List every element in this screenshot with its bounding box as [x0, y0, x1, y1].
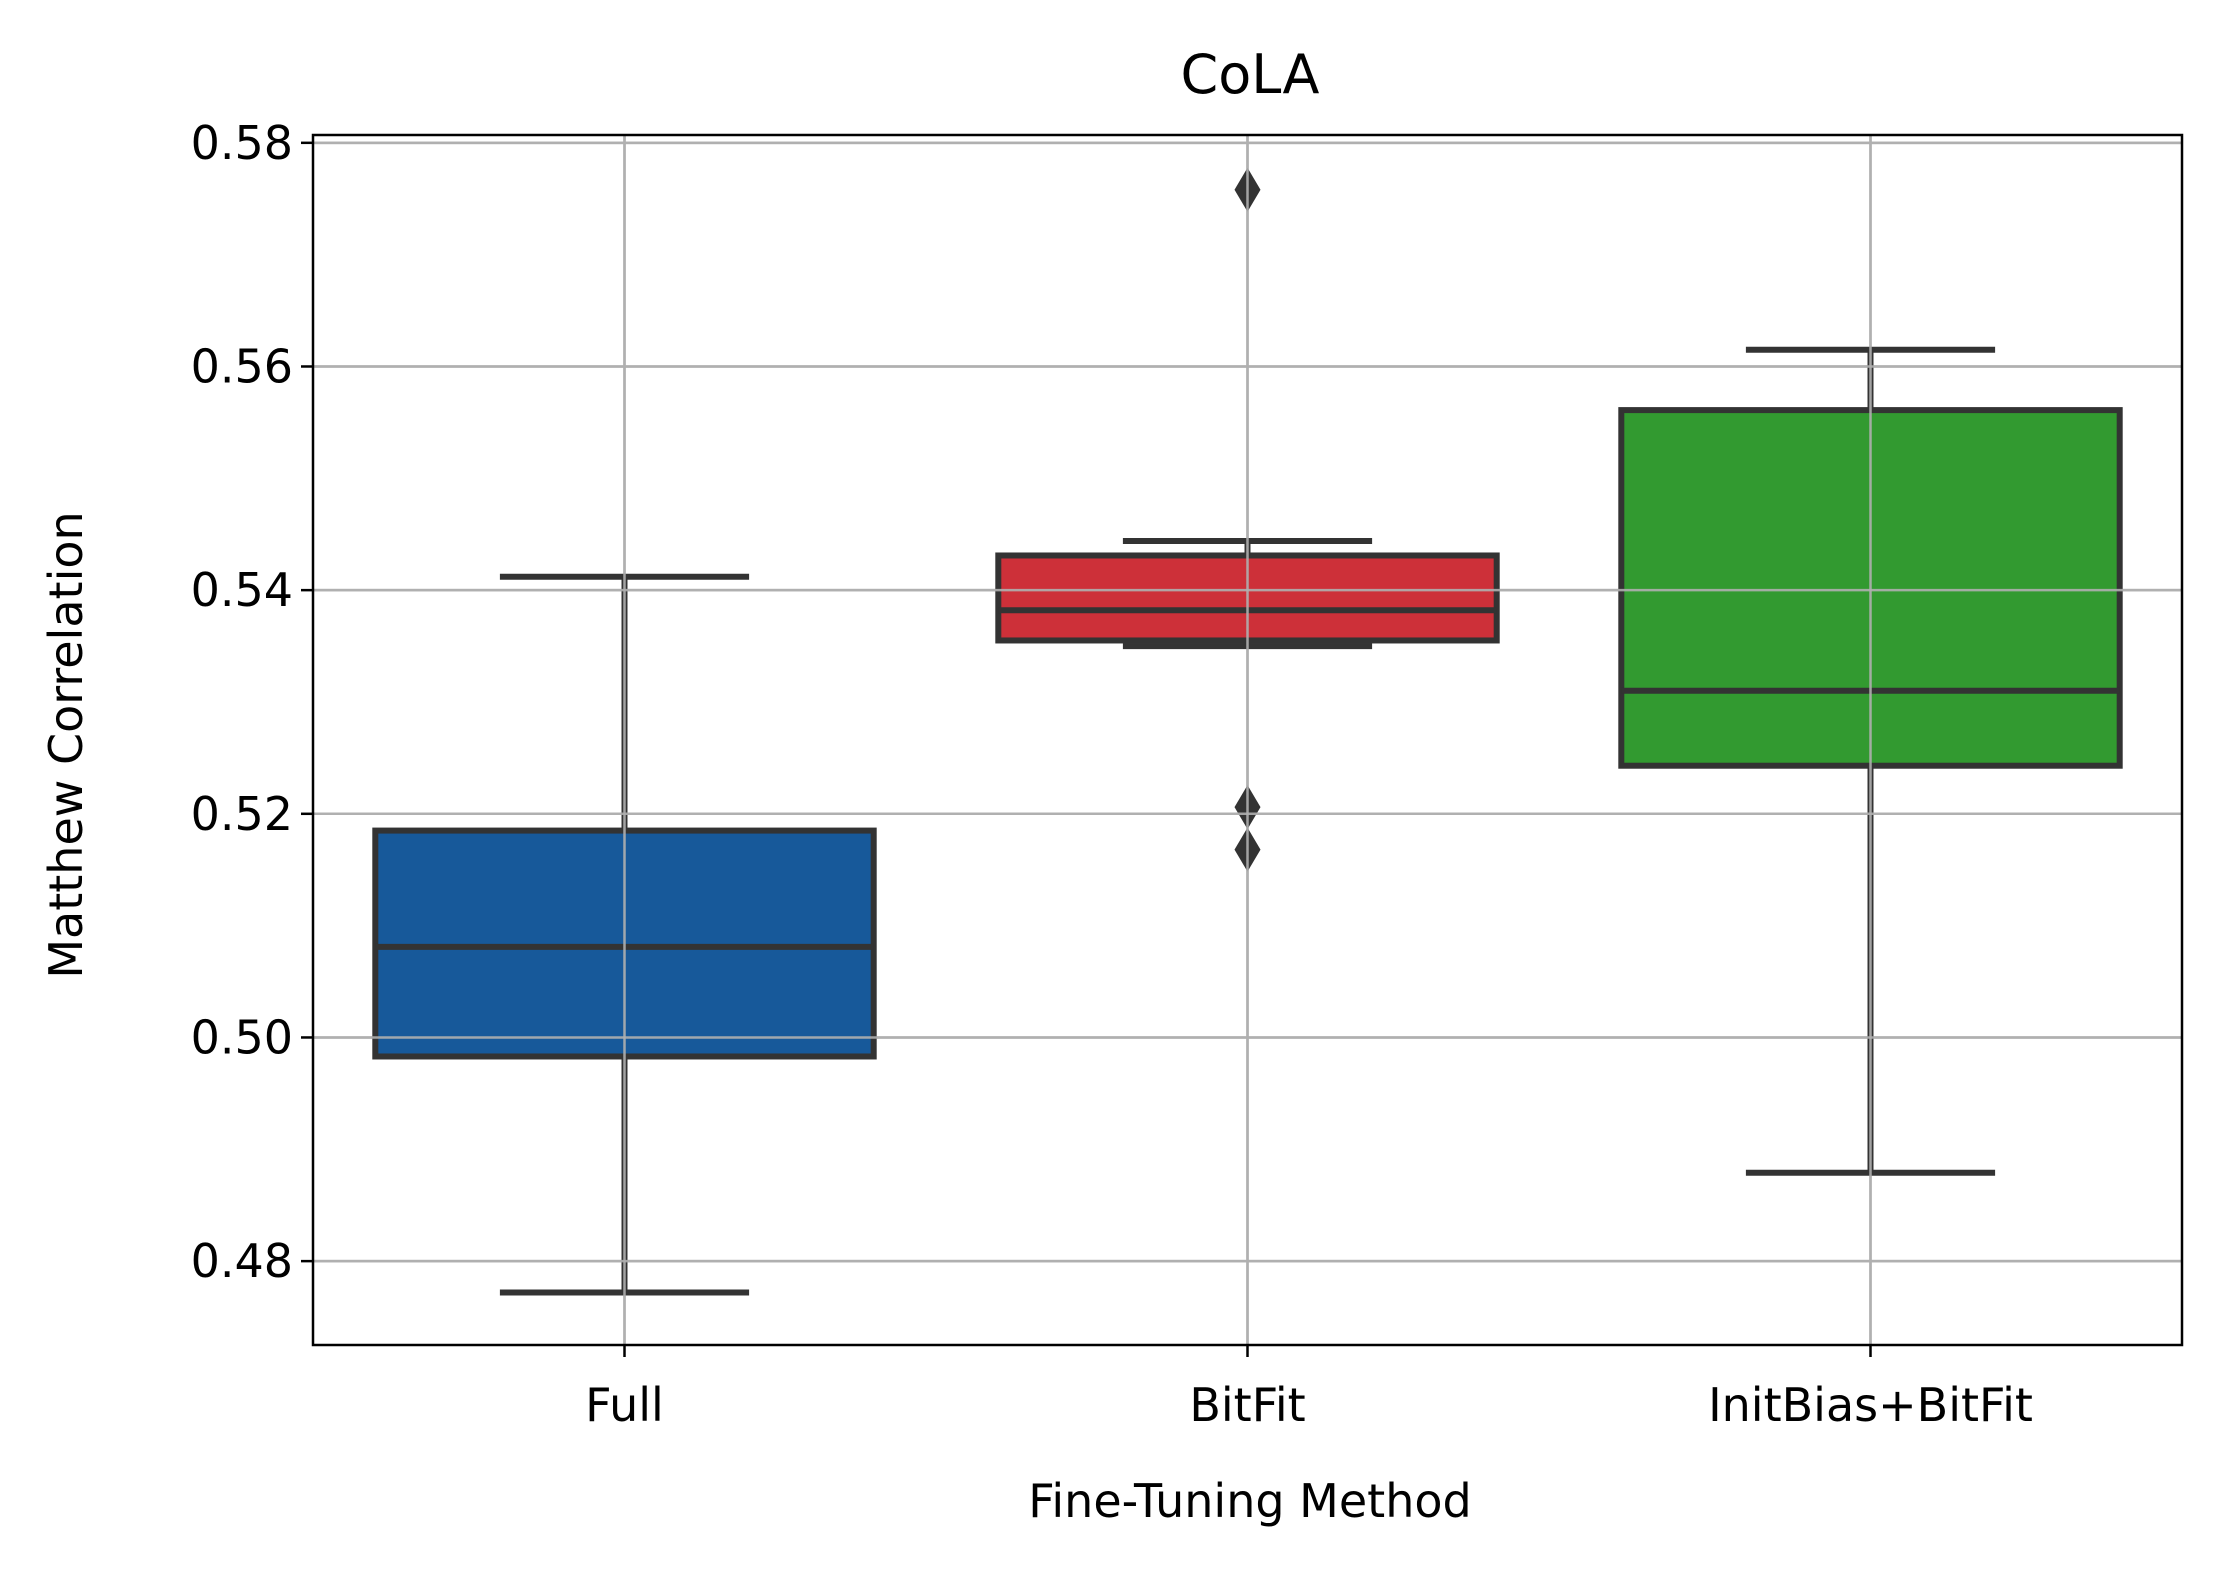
y-axis-ticks: 0.48 0.50 0.52 0.54 0.56 0.58: [191, 116, 313, 1288]
box-series: [313, 135, 2182, 1345]
y-tick-label: 0.56: [191, 339, 293, 393]
y-tick-label: 0.48: [191, 1234, 293, 1288]
chart-title: CoLA: [1180, 43, 1319, 106]
y-tick-label: 0.58: [191, 116, 293, 170]
x-tick-label: Full: [585, 1378, 664, 1432]
x-tick-label: InitBias+BitFit: [1708, 1378, 2033, 1432]
y-tick-label: 0.52: [191, 787, 293, 841]
x-axis-ticks: Full BitFit InitBias+BitFit: [585, 1345, 2033, 1432]
x-axis-label: Fine-Tuning Method: [1028, 1474, 1471, 1528]
y-tick-label: 0.54: [191, 563, 293, 617]
y-tick-label: 0.50: [191, 1010, 293, 1064]
x-tick-label: BitFit: [1189, 1378, 1305, 1432]
y-axis-label: Matthew Correlation: [39, 511, 93, 978]
